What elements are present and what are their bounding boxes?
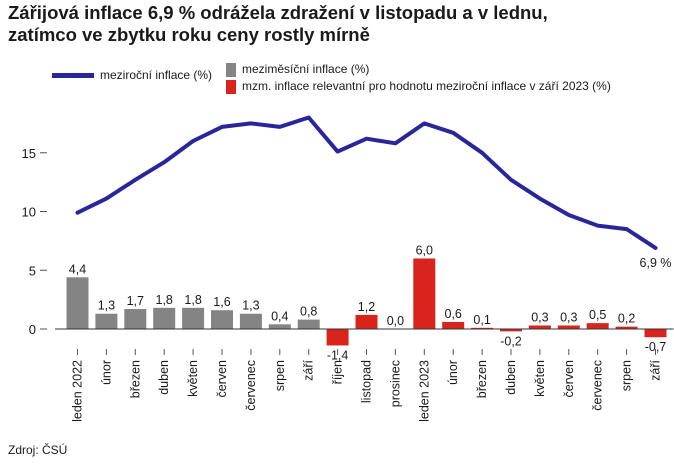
bar	[153, 307, 176, 329]
bar-value-label: 0,3	[560, 310, 577, 324]
x-tick-label: říjen	[331, 360, 345, 384]
bar	[644, 329, 667, 338]
x-tick-label: květen	[533, 360, 547, 397]
bar	[355, 314, 378, 329]
bar-value-label: 0,6	[445, 307, 462, 321]
x-tick-label: červen	[562, 360, 576, 398]
bar-value-label: -0,2	[500, 334, 522, 348]
x-tick-label: únor	[446, 360, 460, 385]
bar	[182, 307, 205, 329]
x-tick-label: prosinec	[388, 360, 402, 407]
x-tick-label: květen	[186, 360, 200, 397]
x-tick-label: leden 2022	[71, 360, 85, 422]
y-tick-label: 5	[29, 263, 36, 278]
bar-value-label: 0,2	[618, 312, 635, 326]
x-tick-label: červen	[215, 360, 229, 398]
bar-value-label: 1,8	[156, 293, 173, 307]
x-tick-label: září	[302, 359, 316, 380]
bar-value-label: -0,7	[645, 340, 667, 354]
bar	[528, 325, 551, 329]
x-tick-label: březen	[128, 360, 142, 398]
bar	[500, 329, 522, 332]
line-series-meziročni-inflace	[75, 115, 658, 250]
bar-value-label: 0,8	[300, 305, 317, 319]
legend-item-line: meziroční inflace (%)	[52, 68, 212, 82]
bar-value-label: 1,7	[127, 294, 144, 308]
bar	[326, 329, 349, 346]
bar	[297, 319, 320, 329]
y-tick-label: 10	[22, 205, 36, 220]
bar-value-label: 4,4	[69, 262, 86, 276]
x-tick-label: duben	[504, 360, 518, 395]
bar-value-label: 0,4	[271, 309, 288, 323]
bar	[471, 327, 494, 329]
bar	[586, 323, 609, 329]
bar-value-label: 1,8	[184, 293, 201, 307]
x-tick-label: červenec	[244, 360, 258, 411]
x-tick-label: září	[649, 359, 663, 380]
legend-label-red: mzm. inflace relevantní pro hodnotu mezi…	[242, 79, 611, 93]
bar	[442, 321, 465, 329]
bar-value-label: 0,0	[387, 314, 404, 328]
source-note: Zdroj: ČSÚ	[8, 443, 68, 457]
legend-item-grey: meziměsíční inflace (%)	[226, 62, 369, 77]
legend-label-grey: meziměsíční inflace (%)	[242, 62, 370, 76]
bar	[413, 258, 436, 329]
bar-value-label: 1,2	[358, 300, 375, 314]
legend-swatch-red	[226, 79, 236, 94]
x-tick-label: duben	[157, 360, 171, 395]
bar-value-label: 0,1	[473, 313, 490, 327]
bar	[615, 326, 638, 329]
bar	[66, 277, 89, 329]
bar-value-label: 1,3	[242, 299, 259, 313]
legend-label-line: meziroční inflace (%)	[100, 68, 213, 82]
bar-value-label: 6,0	[416, 244, 433, 258]
legend-item-red: mzm. inflace relevantní pro hodnotu mezi…	[226, 79, 611, 94]
bar-value-label: -1,4	[327, 348, 349, 362]
x-tick-label: leden 2023	[417, 360, 431, 422]
x-tick-label: březen	[475, 360, 489, 398]
y-tick-label: 15	[22, 146, 36, 161]
x-tick-label: únor	[99, 360, 113, 385]
chart-title: Zářijová inflace 6,9 % odrážela zdražení…	[8, 2, 668, 46]
title-line-2: zatímco ve zbytku roku ceny rostly mírně	[8, 24, 370, 45]
bar	[557, 325, 580, 329]
y-tick-label: 0	[29, 322, 36, 337]
x-tick-label: listopad	[360, 360, 374, 403]
bar	[95, 313, 118, 329]
legend-swatch-line	[52, 73, 94, 79]
bar	[124, 309, 147, 329]
bar	[211, 310, 233, 329]
line-end-label: 6,9 %	[640, 256, 672, 270]
bar-value-label: 0,3	[531, 310, 548, 324]
title-line-1: Zářijová inflace 6,9 % odrážela zdražení…	[8, 2, 548, 23]
x-tick-label: srpen	[273, 360, 287, 391]
x-tick-label: červenec	[591, 360, 605, 411]
legend-swatch-grey	[226, 62, 236, 77]
bar	[268, 324, 291, 329]
bar-value-label: 0,5	[589, 308, 606, 322]
bar-value-label: 1,3	[98, 299, 115, 313]
x-tick-label: srpen	[620, 360, 634, 391]
bar-value-label: 1,6	[213, 295, 230, 309]
bar	[239, 313, 262, 329]
